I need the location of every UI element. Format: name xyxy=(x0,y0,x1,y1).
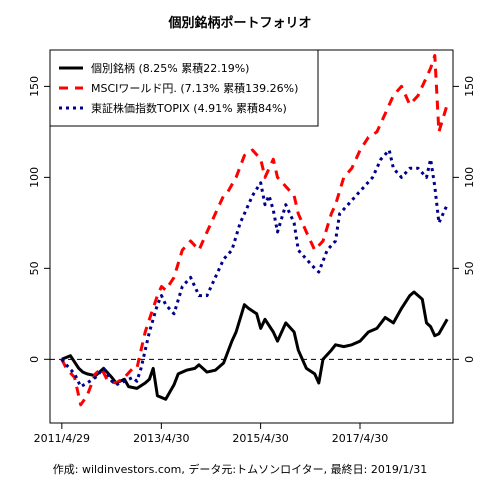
y-tick-label-right: 100 xyxy=(463,167,476,188)
series-group xyxy=(60,54,449,407)
legend: 個別銘柄 (8.25% 累積22.19%) MSCIワールド円. (7.13% 累… xyxy=(49,49,319,127)
y-tick-label-left: 0 xyxy=(28,356,41,363)
x-tick-label: 2011/4/29 xyxy=(34,432,90,445)
legend-label: 東証株価指数TOPIX (4.91% 累積84%) xyxy=(91,101,287,115)
y-tick-label-right: 0 xyxy=(463,356,476,363)
source-note: 作成: wildinvestors.com, データ元:トムソンロイター, 最終… xyxy=(53,462,427,476)
x-tick-label: 2013/4/30 xyxy=(133,432,189,445)
chart-title: 個別銘柄ポートフォリオ xyxy=(167,15,311,31)
legend-label: 個別銘柄 (8.25% 累積22.19%) xyxy=(91,61,249,75)
y-tick-label-right: 150 xyxy=(463,76,476,97)
x-tick-label: 2015/4/30 xyxy=(232,432,288,445)
y-tick-label-left: 100 xyxy=(28,167,41,188)
axes-group: 2011/4/29 2013/4/30 2015/4/30 2017/4/30 0 0 50… xyxy=(28,76,476,445)
y-tick-label-right: 50 xyxy=(463,261,476,275)
series-line-3 xyxy=(60,148,449,389)
x-tick-label: 2017/4/30 xyxy=(332,432,388,445)
y-tick-label-left: 50 xyxy=(28,261,41,275)
series-line-1 xyxy=(61,290,449,401)
series-line-2 xyxy=(60,54,449,407)
legend-label: MSCIワールド円. (7.13% 累積139.26%) xyxy=(91,81,298,95)
y-tick-label-left: 150 xyxy=(28,76,41,97)
legend-box xyxy=(49,49,319,127)
